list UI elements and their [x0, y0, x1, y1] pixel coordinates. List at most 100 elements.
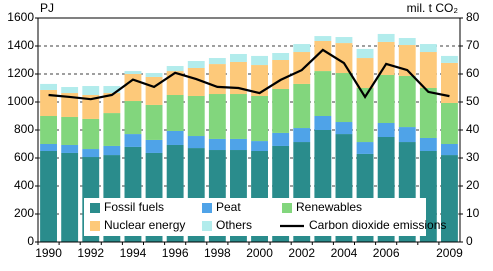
bar-segment [187, 60, 205, 68]
bar-segment [356, 142, 374, 154]
x-tick-label: 2009 [436, 246, 463, 260]
legend-swatch [90, 203, 100, 213]
bar-segment [208, 94, 226, 139]
bar-segment [40, 144, 57, 151]
x-tick-label: 2002 [288, 246, 315, 260]
legend-label: Carbon dioxide emissions [309, 218, 446, 232]
bar-segment [251, 141, 268, 151]
bar-segment [314, 36, 332, 41]
bar-segment [61, 152, 79, 242]
bar-segment [40, 83, 57, 90]
legend-label: Others [216, 218, 252, 232]
bar-segment [61, 116, 79, 145]
legend-label: Fossil fuels [104, 200, 164, 214]
bar-segment [166, 66, 184, 72]
bar-segment [124, 101, 142, 135]
bar-segment [251, 65, 268, 96]
bar-segment [40, 151, 57, 242]
x-tick-label: 1990 [35, 246, 62, 260]
y2-tick-label: 70 [466, 38, 480, 52]
bar-segment [377, 41, 395, 75]
bar-segment [441, 62, 458, 103]
bar-segment [40, 89, 57, 116]
y2-axis-label: mil. t CO₂ [407, 1, 459, 15]
bar-segment [356, 48, 374, 59]
x-tick-label: 2000 [246, 246, 273, 260]
bar-segment [293, 83, 311, 129]
bar-segment [441, 102, 458, 144]
bar-segment [230, 94, 247, 139]
bar-segment [377, 33, 395, 42]
bar-segment [251, 55, 268, 66]
bar-segment [441, 55, 458, 63]
y2-tick-label: 20 [466, 178, 480, 192]
bar-segment [335, 122, 353, 135]
y-axis-label: PJ [40, 1, 54, 15]
bar-segment [82, 95, 100, 119]
bar-segment [166, 71, 184, 95]
bar-segment [272, 53, 290, 60]
bar-segment [230, 53, 247, 62]
bar-segment [251, 95, 268, 142]
x-tick-label: 1994 [120, 246, 147, 260]
bar-segment [335, 73, 353, 123]
bar-segment [441, 144, 458, 156]
bar-segment [166, 130, 184, 145]
bar-segment [187, 67, 205, 96]
bar-segment [61, 144, 79, 153]
bar-segment [230, 138, 247, 151]
y-tick-label: 800 [14, 122, 34, 136]
y2-tick-label: 80 [466, 10, 480, 24]
line [48, 48, 450, 101]
legend: Fossil fuels Peat Renewables Nuclear energy… [84, 198, 446, 236]
bar-segment [124, 71, 142, 74]
bar-segment [82, 86, 100, 95]
y2-tick-label: 10 [466, 206, 480, 220]
bar-segment [419, 44, 437, 53]
y2-tick-label: 0 [466, 234, 473, 248]
y-tick-label: 200 [14, 206, 34, 220]
legend-label: Peat [216, 200, 241, 214]
y2-tick-label: 30 [466, 150, 480, 164]
bar-segment [314, 71, 332, 116]
bar-segment [208, 138, 226, 151]
bar-segment [419, 88, 437, 138]
bar-segment [335, 43, 353, 74]
bar-segment [314, 40, 332, 72]
x-tick-label: 2004 [331, 246, 358, 260]
legend-swatch [282, 203, 292, 213]
bar-segment [40, 116, 57, 144]
bar-segment [103, 86, 121, 94]
bar-segment [61, 93, 79, 117]
legend-label: Renewables [296, 200, 362, 214]
bar-segment [314, 116, 332, 130]
bar-segment [82, 118, 100, 150]
bar-segment [124, 74, 142, 102]
x-tick-label: 2006 [373, 246, 400, 260]
y-tick-label: 1200 [7, 66, 34, 80]
x-tick-label: 1998 [204, 246, 231, 260]
y2-tick-label: 50 [466, 94, 480, 108]
bar-segment [103, 145, 121, 156]
y-tick-label: 1400 [7, 38, 34, 52]
legend-swatch [90, 221, 100, 231]
bar-segment [398, 127, 416, 143]
bar-segment [166, 95, 184, 131]
y-tick-label: 600 [14, 150, 34, 164]
bar-segment [103, 113, 121, 146]
x-tick-label: 1996 [162, 246, 189, 260]
bar-segment [230, 61, 247, 95]
bar-segment [187, 136, 205, 149]
y-tick-label: 0 [27, 234, 34, 248]
bar-segment [419, 52, 437, 88]
bar-segment [145, 76, 163, 105]
x-tick-label: 1992 [77, 246, 104, 260]
legend-swatch [202, 221, 212, 231]
legend-swatch [202, 203, 212, 213]
y2-tick-label: 40 [466, 122, 480, 136]
bar-segment [272, 132, 290, 146]
y-tick-label: 400 [14, 178, 34, 192]
y-tick-label: 1000 [7, 94, 34, 108]
